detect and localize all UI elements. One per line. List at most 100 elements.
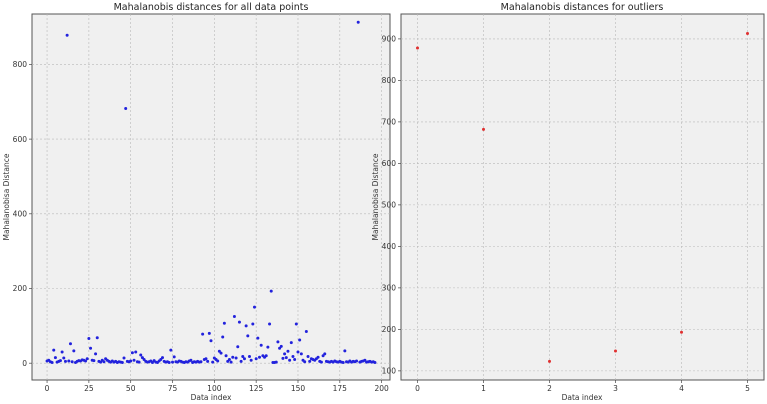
data-point <box>62 356 66 360</box>
y-tick-label: 300 <box>382 284 397 293</box>
x-tick-label: 50 <box>126 384 136 393</box>
data-point <box>269 289 273 293</box>
data-point <box>84 359 88 363</box>
data-point <box>746 32 749 36</box>
data-point <box>341 360 345 364</box>
right-data-points <box>416 32 749 363</box>
y-tick-label: 500 <box>382 201 397 210</box>
data-point <box>356 20 360 24</box>
left-ticks: 0 25 50 75 100 125 150 175 200 0 200 400 600 800 <box>13 60 389 393</box>
data-point <box>206 359 210 363</box>
data-point <box>53 356 57 360</box>
data-point <box>236 345 240 349</box>
data-point <box>293 357 297 361</box>
right-grid <box>401 14 764 380</box>
x-tick-label: 5 <box>745 384 750 393</box>
data-point <box>242 357 246 361</box>
left-grid <box>32 14 390 380</box>
data-point <box>298 338 302 342</box>
data-point <box>68 342 72 346</box>
data-point <box>266 345 270 349</box>
data-point <box>234 356 238 360</box>
data-point <box>87 337 91 341</box>
data-point <box>60 350 64 354</box>
data-point <box>134 350 138 354</box>
data-point <box>132 358 136 362</box>
x-tick-label: 175 <box>333 384 348 393</box>
data-point <box>283 352 287 356</box>
data-point <box>94 352 98 356</box>
data-point <box>244 324 248 328</box>
data-point <box>319 360 323 364</box>
data-point <box>169 348 173 352</box>
y-tick-label: 600 <box>13 135 28 144</box>
data-point <box>276 340 280 344</box>
data-point <box>160 356 164 360</box>
data-point <box>316 355 320 359</box>
y-tick-label: 800 <box>382 76 397 85</box>
data-point <box>124 106 128 110</box>
data-point <box>167 360 171 364</box>
data-point <box>264 354 268 358</box>
right-plot-area <box>400 13 765 381</box>
data-point <box>221 335 225 339</box>
data-point <box>216 359 220 363</box>
x-tick-label: 25 <box>84 384 94 393</box>
data-point <box>237 320 241 324</box>
data-point <box>274 360 278 364</box>
data-point <box>373 360 377 364</box>
y-tick-label: 400 <box>13 210 28 219</box>
y-tick-label: 100 <box>382 367 397 376</box>
y-tick-label: 400 <box>382 242 397 251</box>
data-point <box>258 355 262 359</box>
data-point <box>614 349 617 353</box>
data-point <box>294 322 298 326</box>
data-point <box>70 360 74 364</box>
x-tick-label: 150 <box>291 384 306 393</box>
right-x-axis-label: Data index <box>562 393 603 402</box>
data-point <box>241 354 245 358</box>
y-tick-label: 600 <box>382 159 397 168</box>
data-point <box>139 353 143 357</box>
data-point <box>63 359 67 363</box>
x-tick-label: 200 <box>374 384 389 393</box>
data-point <box>211 360 215 364</box>
data-point <box>199 360 203 364</box>
data-point <box>299 352 303 356</box>
data-point <box>279 344 283 348</box>
data-point <box>259 343 263 347</box>
data-point <box>89 346 93 350</box>
data-point <box>284 356 288 360</box>
data-point <box>254 357 258 361</box>
outliers-chart: 0 1 2 3 4 5 100 200 300 400 500 600 700 800 900 Mahala… <box>371 2 765 402</box>
y-tick-label: 800 <box>13 60 28 69</box>
data-point <box>227 357 231 361</box>
data-point <box>232 315 236 319</box>
x-tick-label: 125 <box>249 384 264 393</box>
data-point <box>251 322 255 326</box>
data-point <box>482 127 485 131</box>
data-point <box>72 349 76 353</box>
data-point <box>416 46 419 50</box>
data-point <box>304 329 308 333</box>
data-point <box>548 359 551 363</box>
x-tick-label: 2 <box>547 384 552 393</box>
left-x-axis-label: Data index <box>191 393 232 402</box>
data-point <box>308 359 312 363</box>
data-point <box>222 321 226 325</box>
data-point <box>171 360 175 364</box>
data-point <box>231 355 235 359</box>
data-point <box>249 358 253 362</box>
data-point <box>102 360 106 364</box>
data-point <box>52 348 56 352</box>
x-tick-label: 75 <box>168 384 178 393</box>
data-point <box>130 351 134 355</box>
x-tick-label: 3 <box>613 384 618 393</box>
y-tick-label: 200 <box>13 284 28 293</box>
data-point <box>247 354 251 358</box>
left-data-points <box>45 20 377 364</box>
data-point <box>65 33 69 37</box>
y-tick-label: 200 <box>382 325 397 334</box>
y-tick-label: 0 <box>22 359 27 368</box>
